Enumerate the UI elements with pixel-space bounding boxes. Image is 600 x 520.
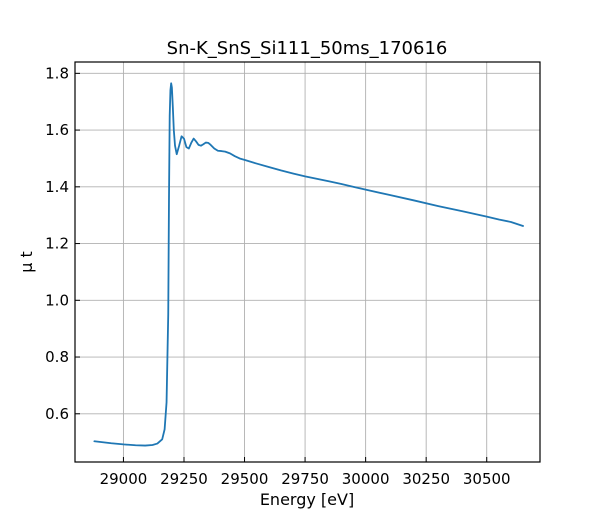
y-tick-label: 0.8 bbox=[45, 348, 69, 366]
x-tick-label: 29000 bbox=[100, 470, 148, 488]
series-line bbox=[93, 82, 524, 447]
y-tick-label: 1.4 bbox=[45, 178, 69, 196]
y-tick-label: 1.2 bbox=[45, 235, 69, 253]
chart-title: Sn-K_SnS_Si111_50ms_170616 bbox=[167, 38, 448, 59]
tick-label-group: 29000 29250 29500 29750 30000 30250 30500 0.6 0.… bbox=[45, 64, 510, 488]
x-tick-label: 29500 bbox=[221, 470, 269, 488]
y-tick-label: 0.6 bbox=[45, 405, 69, 423]
x-axis-label: Energy [eV] bbox=[260, 490, 354, 509]
x-tick-label: 30500 bbox=[463, 470, 511, 488]
series-group bbox=[93, 82, 524, 447]
y-tick-label: 1.8 bbox=[45, 64, 69, 82]
tick-group bbox=[75, 72, 488, 462]
x-tick-label: 30000 bbox=[342, 470, 390, 488]
plot-frame bbox=[74, 61, 541, 463]
y-axis-label: μ t bbox=[17, 251, 36, 273]
y-tick-label: 1.0 bbox=[45, 291, 69, 309]
x-tick-label: 29750 bbox=[281, 470, 329, 488]
x-tick-label: 29250 bbox=[160, 470, 208, 488]
grid bbox=[75, 62, 540, 462]
x-tick-label: 30250 bbox=[402, 470, 450, 488]
y-tick-label: 1.6 bbox=[45, 121, 69, 139]
